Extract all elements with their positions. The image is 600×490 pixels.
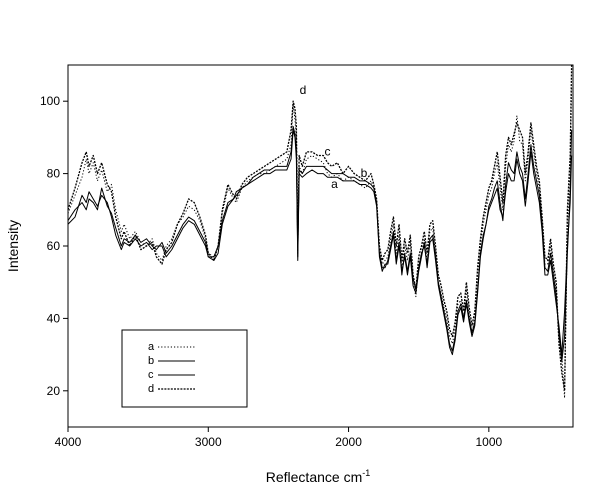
ticks-layer: 4000 3000 2000 1000 20 40 60 80 100 [40,94,503,449]
legend-label-a: a [148,341,155,353]
x-axis-title-superscript: -1 [362,468,370,478]
y-tick-label: 40 [47,311,61,325]
series-layer [67,64,573,399]
y-tick-label: 80 [47,167,61,181]
legend-box [121,329,248,408]
series-line-b [67,129,573,356]
x-tick-label: 4000 [55,435,82,449]
series-annotation-d: d [300,83,307,97]
series-line-d [67,64,573,392]
series-annotation-b: b [361,166,368,180]
y-axis-title: Intensity [5,220,21,272]
x-tick-label: 3000 [195,435,222,449]
series-line-c [67,126,573,363]
y-tick-label: 20 [47,384,61,398]
y-tick-label: 60 [47,239,61,253]
legend-label-d: d [148,383,154,395]
y-tick-label: 100 [40,94,60,108]
x-axis-title: Reflectance cm-1 [266,468,371,485]
legend-label-b: b [148,355,154,367]
x-tick-label: 2000 [335,435,362,449]
annotation-layer: d c a b [300,83,368,191]
series-annotation-c: c [325,145,331,159]
x-axis-title-main: Reflectance cm [266,469,362,485]
series-annotation-a: a [331,177,338,191]
legend-label-c: c [148,369,154,381]
x-tick-label: 1000 [475,435,502,449]
